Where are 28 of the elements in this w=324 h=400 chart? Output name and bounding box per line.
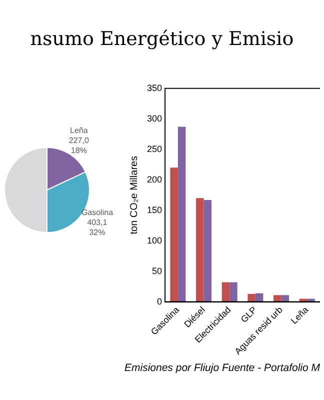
- bar: [178, 126, 186, 302]
- y-tick-label: 300: [146, 113, 162, 124]
- text: nsumo Energético y Emisio: [29, 28, 295, 50]
- data-label: 403,1 32%: [87, 218, 108, 237]
- bar: [204, 200, 212, 302]
- slice-label: Gasolina: [81, 208, 114, 217]
- bar: [248, 294, 256, 302]
- x-tick-label: GLP: [238, 304, 259, 325]
- bar: [255, 293, 264, 302]
- y-tick-label: 50: [152, 266, 162, 276]
- y-tick-label: 250: [146, 144, 162, 154]
- y-axis-title: ton CO₂e Millares: [128, 156, 140, 234]
- bar: [307, 298, 315, 302]
- slice-label: Leña: [70, 126, 88, 135]
- y-tick-label: 100: [146, 235, 162, 246]
- bar: [299, 298, 308, 302]
- y-tick-label: 150: [146, 204, 162, 215]
- text: Emisiones por Fliujo Fuente - Portafolio M: [124, 362, 320, 374]
- bar: [170, 168, 178, 302]
- bar: [196, 198, 204, 302]
- y-tick-label: 0: [157, 296, 162, 306]
- bar: [230, 282, 238, 302]
- y-tick-label: 200: [146, 174, 162, 184]
- bar: [281, 295, 290, 302]
- bar: [274, 295, 282, 302]
- y-tick-label: 350: [146, 82, 162, 93]
- bar: [222, 282, 230, 302]
- data-label: 227,0 18%: [68, 136, 90, 155]
